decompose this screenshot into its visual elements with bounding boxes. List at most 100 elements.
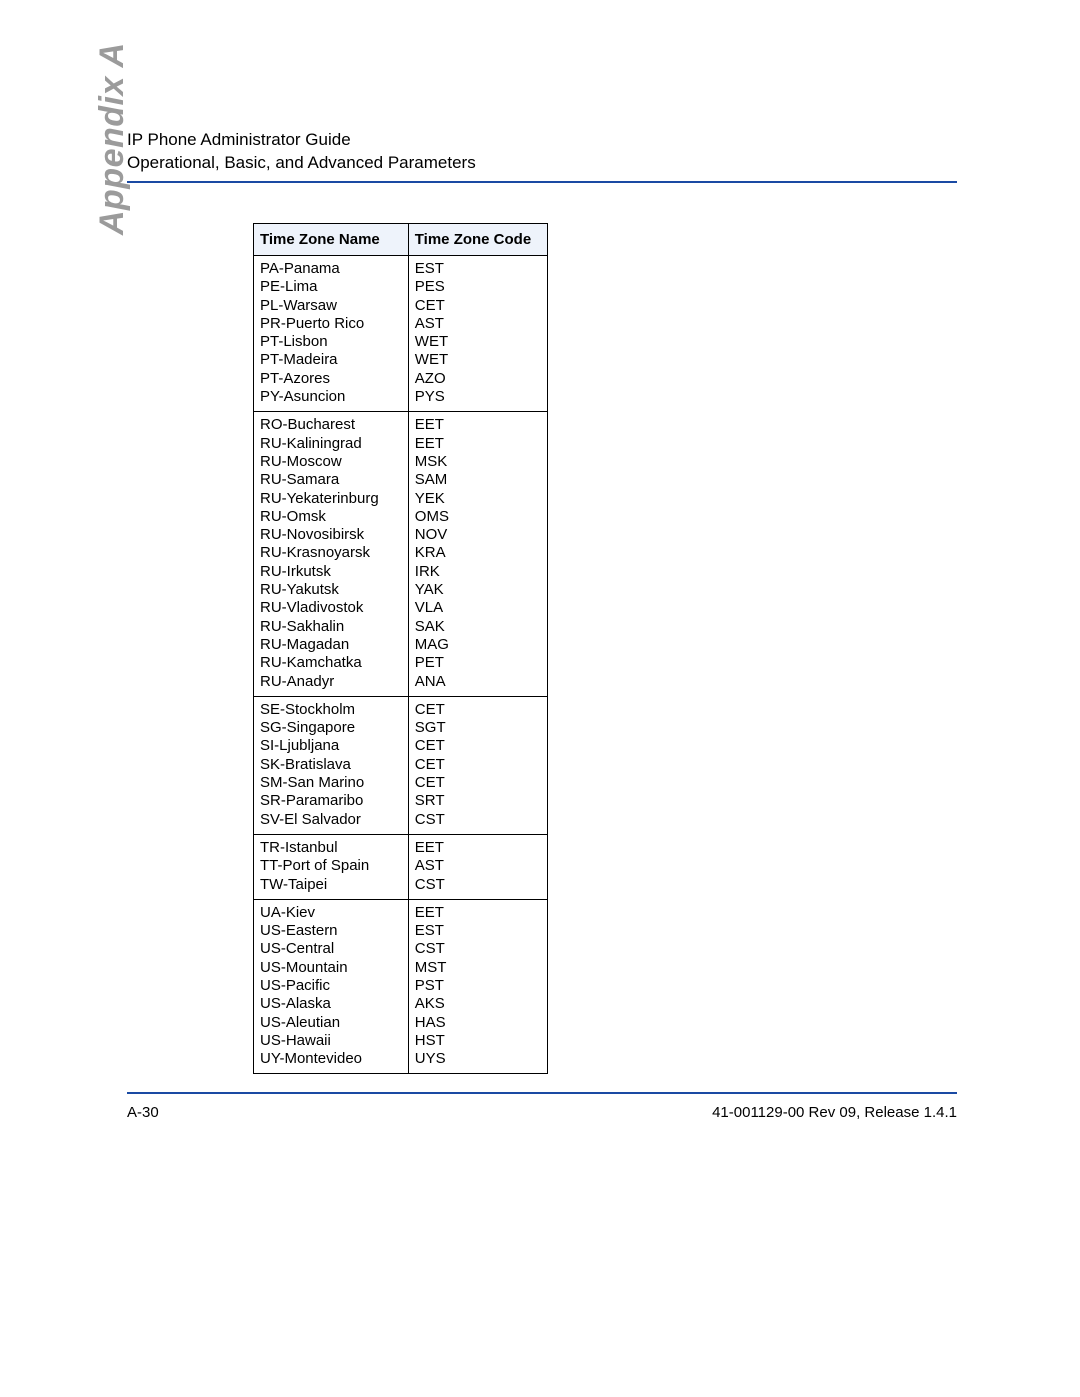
tz-code: YAK <box>415 581 541 599</box>
tz-code: UYS <box>415 1050 541 1068</box>
tz-code: OMS <box>415 508 541 526</box>
tz-name: RU-Krasnoyarsk <box>260 544 402 562</box>
cell-codes: ESTPESCETASTWETWETAZOPYS <box>408 256 547 412</box>
page-footer: A-30 41-001129-00 Rev 09, Release 1.4.1 <box>127 1104 957 1121</box>
tz-code: AST <box>415 315 541 333</box>
column-header-name: Time Zone Name <box>254 224 409 256</box>
tz-code: EST <box>415 260 541 278</box>
tz-code: SAM <box>415 471 541 489</box>
tz-code: HST <box>415 1032 541 1050</box>
tz-name: PT-Lisbon <box>260 333 402 351</box>
footer-revision: 41-001129-00 Rev 09, Release 1.4.1 <box>712 1104 957 1121</box>
tz-code: MAG <box>415 636 541 654</box>
tz-name: SV-El Salvador <box>260 811 402 829</box>
tz-name: SM-San Marino <box>260 774 402 792</box>
cell-names: RO-BucharestRU-KaliningradRU-MoscowRU-Sa… <box>254 412 409 696</box>
tz-code: CST <box>415 940 541 958</box>
tz-name: SI-Ljubljana <box>260 737 402 755</box>
tz-name: PT-Azores <box>260 370 402 388</box>
tz-name: UA-Kiev <box>260 904 402 922</box>
tz-name: PA-Panama <box>260 260 402 278</box>
table-row: RO-BucharestRU-KaliningradRU-MoscowRU-Sa… <box>254 412 548 696</box>
tz-code: ANA <box>415 673 541 691</box>
tz-code: PST <box>415 977 541 995</box>
tz-name: SR-Paramaribo <box>260 792 402 810</box>
tz-name: US-Mountain <box>260 959 402 977</box>
tz-name: RU-Magadan <box>260 636 402 654</box>
tz-code: AST <box>415 857 541 875</box>
tz-name: PT-Madeira <box>260 351 402 369</box>
tz-code: HAS <box>415 1014 541 1032</box>
cell-codes: EETASTCST <box>408 834 547 899</box>
tz-name: RU-Vladivostok <box>260 599 402 617</box>
cell-names: TR-IstanbulTT-Port of SpainTW-Taipei <box>254 834 409 899</box>
tz-code: CET <box>415 297 541 315</box>
cell-names: UA-KievUS-EasternUS-CentralUS-MountainUS… <box>254 899 409 1074</box>
timezone-table-wrapper: Time Zone Name Time Zone Code PA-PanamaP… <box>253 223 548 1074</box>
tz-name: PE-Lima <box>260 278 402 296</box>
tz-name: RU-Anadyr <box>260 673 402 691</box>
tz-name: SK-Bratislava <box>260 756 402 774</box>
timezone-table: Time Zone Name Time Zone Code PA-PanamaP… <box>253 223 548 1074</box>
tz-name: RU-Kamchatka <box>260 654 402 672</box>
tz-name: RU-Sakhalin <box>260 618 402 636</box>
tz-code: AZO <box>415 370 541 388</box>
header-rule <box>127 181 957 183</box>
tz-code: NOV <box>415 526 541 544</box>
tz-code: EST <box>415 922 541 940</box>
tz-code: WET <box>415 351 541 369</box>
cell-codes: CETSGTCETCETCETSRTCST <box>408 696 547 834</box>
tz-code: EET <box>415 839 541 857</box>
tz-name: RU-Kaliningrad <box>260 435 402 453</box>
tz-code: EET <box>415 416 541 434</box>
tz-code: YEK <box>415 490 541 508</box>
table-row: PA-PanamaPE-LimaPL-WarsawPR-Puerto RicoP… <box>254 256 548 412</box>
tz-name: RU-Yekaterinburg <box>260 490 402 508</box>
tz-code: CET <box>415 774 541 792</box>
tz-name: US-Eastern <box>260 922 402 940</box>
cell-codes: EETEETMSKSAMYEKOMSNOVKRAIRKYAKVLASAKMAGP… <box>408 412 547 696</box>
tz-name: RU-Moscow <box>260 453 402 471</box>
tz-code: CET <box>415 756 541 774</box>
tz-code: PET <box>415 654 541 672</box>
footer-rule <box>127 1092 957 1094</box>
tz-code: AKS <box>415 995 541 1013</box>
tz-name: US-Central <box>260 940 402 958</box>
tz-code: VLA <box>415 599 541 617</box>
tz-code: CST <box>415 811 541 829</box>
tz-name: RU-Yakutsk <box>260 581 402 599</box>
footer-page-number: A-30 <box>127 1104 159 1121</box>
tz-code: MST <box>415 959 541 977</box>
tz-name: US-Pacific <box>260 977 402 995</box>
cell-names: PA-PanamaPE-LimaPL-WarsawPR-Puerto RicoP… <box>254 256 409 412</box>
tz-name: RU-Omsk <box>260 508 402 526</box>
tz-code: KRA <box>415 544 541 562</box>
tz-code: SGT <box>415 719 541 737</box>
cell-names: SE-StockholmSG-SingaporeSI-LjubljanaSK-B… <box>254 696 409 834</box>
tz-name: US-Aleutian <box>260 1014 402 1032</box>
tz-code: EET <box>415 435 541 453</box>
tz-code: WET <box>415 333 541 351</box>
tz-name: RU-Novosibirsk <box>260 526 402 544</box>
tz-name: RU-Samara <box>260 471 402 489</box>
page-body: IP Phone Administrator Guide Operational… <box>127 130 957 1121</box>
table-row: TR-IstanbulTT-Port of SpainTW-TaipeiEETA… <box>254 834 548 899</box>
doc-title: IP Phone Administrator Guide <box>127 130 957 150</box>
tz-name: PY-Asuncion <box>260 388 402 406</box>
tz-code: SRT <box>415 792 541 810</box>
tz-code: MSK <box>415 453 541 471</box>
tz-name: US-Alaska <box>260 995 402 1013</box>
tz-code: CET <box>415 701 541 719</box>
table-header-row: Time Zone Name Time Zone Code <box>254 224 548 256</box>
tz-name: TT-Port of Spain <box>260 857 402 875</box>
tz-name: SE-Stockholm <box>260 701 402 719</box>
tz-code: EET <box>415 904 541 922</box>
column-header-code: Time Zone Code <box>408 224 547 256</box>
tz-name: TR-Istanbul <box>260 839 402 857</box>
tz-name: PR-Puerto Rico <box>260 315 402 333</box>
tz-code: CET <box>415 737 541 755</box>
tz-name: US-Hawaii <box>260 1032 402 1050</box>
appendix-label-text: Appendix A <box>93 42 131 235</box>
tz-code: IRK <box>415 563 541 581</box>
table-body: PA-PanamaPE-LimaPL-WarsawPR-Puerto RicoP… <box>254 256 548 1074</box>
